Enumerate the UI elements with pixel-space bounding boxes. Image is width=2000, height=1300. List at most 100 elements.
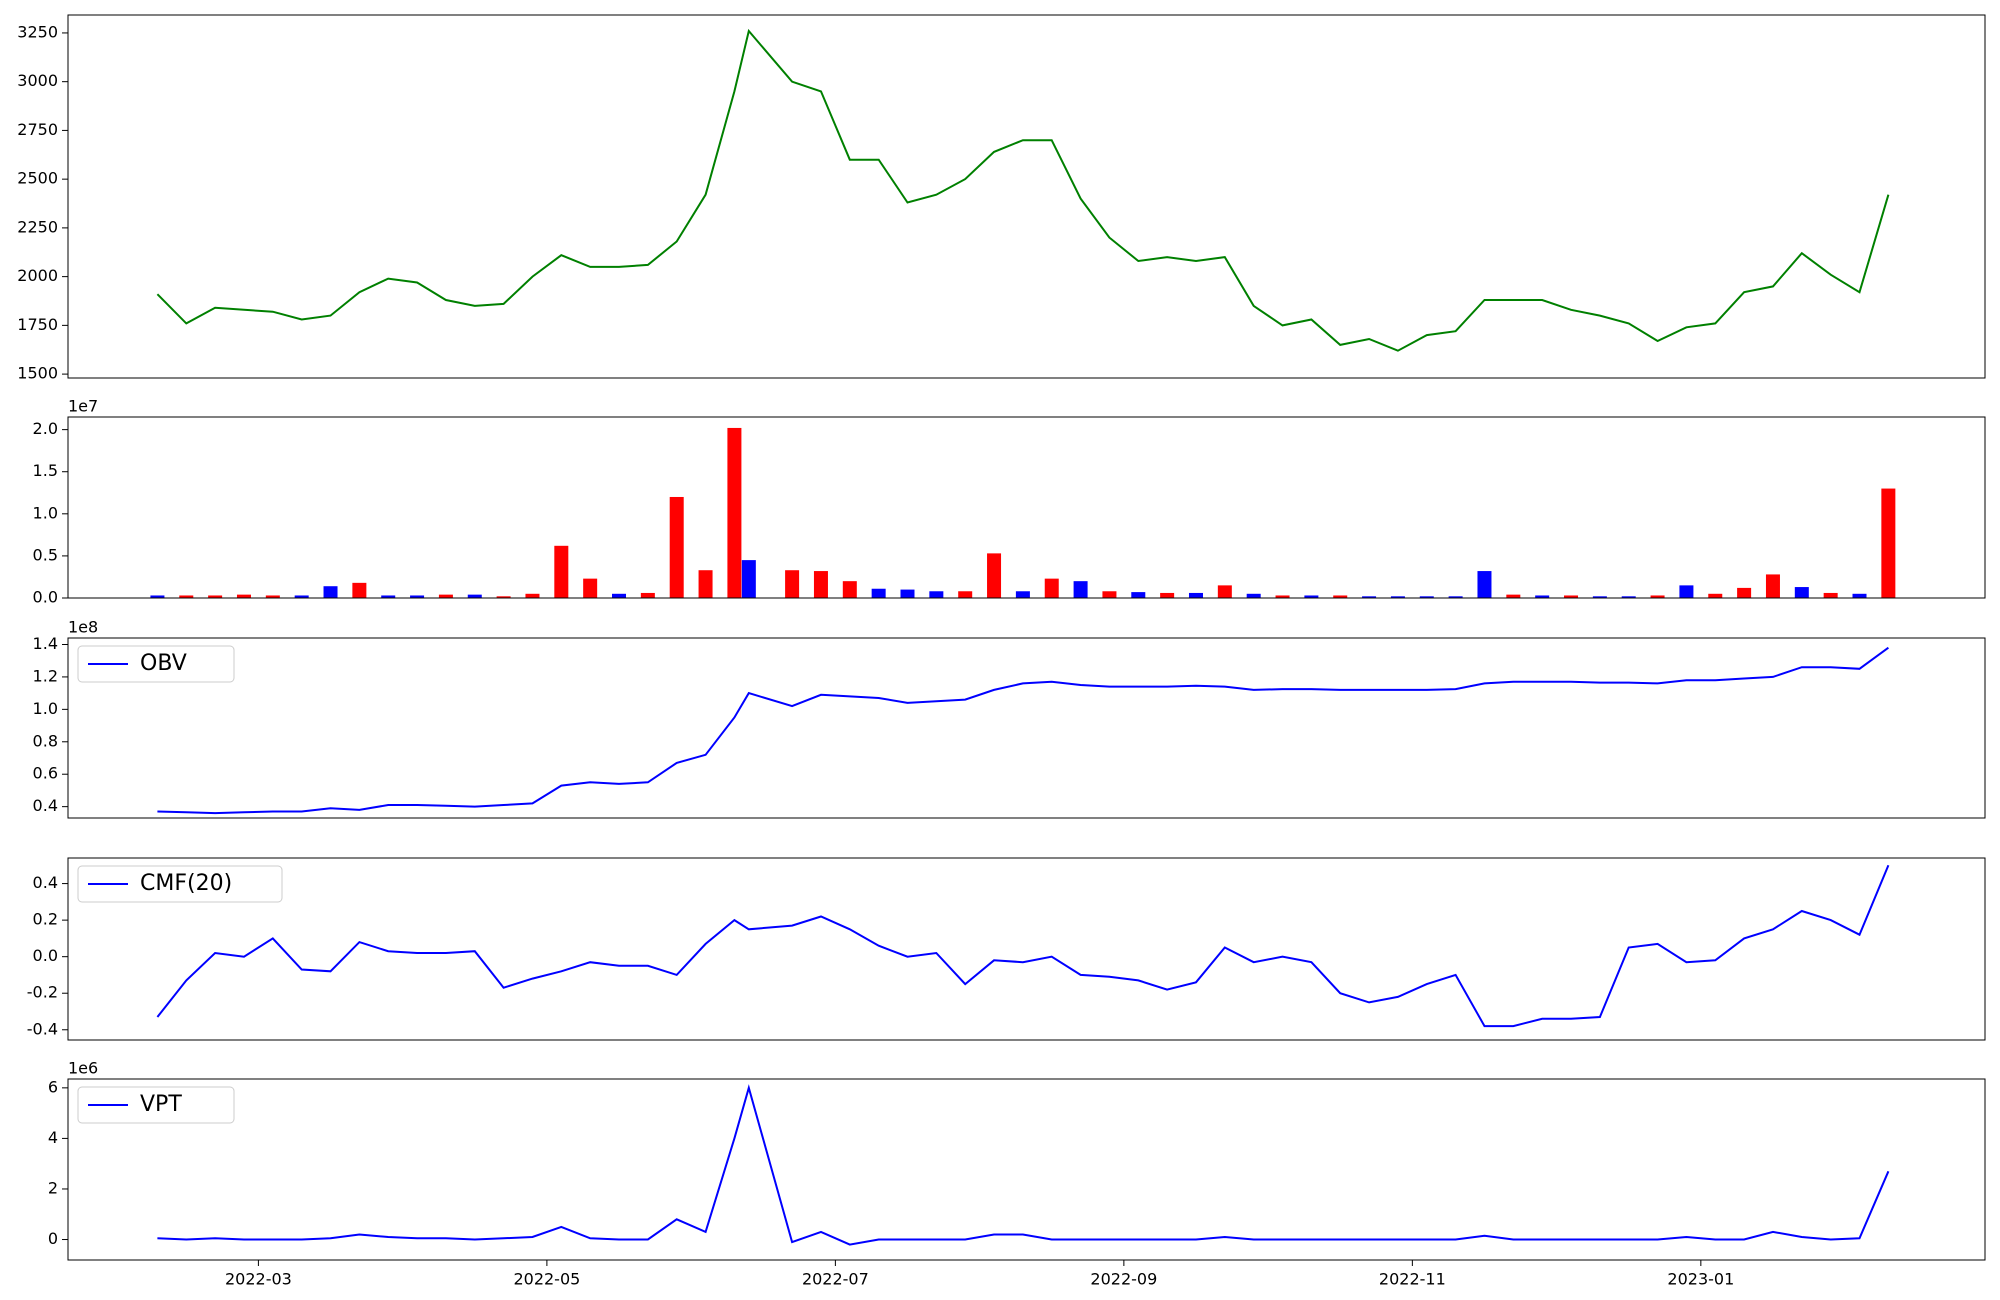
axes-frame [67,416,1986,599]
bar [698,570,713,598]
x-tick-label: 2022-09 [1090,1270,1157,1289]
bar [236,594,251,598]
bar [727,427,742,598]
y-tick-label: 0.5 [33,545,58,564]
y-tick-label: 1.4 [33,634,58,653]
bar [467,594,482,598]
x-tick-label: 2022-11 [1379,1270,1446,1289]
bar [265,595,280,598]
y-tick-label: 1.0 [33,503,58,522]
y-tick-label: 6 [48,1077,58,1096]
axes-frame [67,857,1986,1041]
x-tick-label: 2023-01 [1667,1270,1734,1289]
axes-frame [67,1078,1986,1261]
x-tick-label: 2022-07 [802,1270,869,1289]
data-line [157,1084,1890,1246]
bar [1852,593,1867,598]
bar [842,581,857,598]
bar [1592,596,1607,598]
bar [900,589,915,598]
bar [1102,591,1117,598]
bar [958,591,973,598]
data-line [156,28,1890,352]
y-tick-label: 1.5 [33,461,58,480]
y-tick-label: 0.8 [33,731,58,750]
bar [1131,592,1146,598]
bar [1188,592,1203,598]
y-tick-label: 3000 [17,71,58,90]
y-tick-label: 0.0 [33,946,58,965]
bar [987,553,1002,598]
y-tick-label: 2.0 [33,419,58,438]
y-tick-label: 1.2 [33,666,58,685]
bar [1621,596,1636,598]
bar [1881,488,1896,598]
y-tick-label: 1500 [17,364,58,383]
bar [929,591,944,598]
y-tick-label: 0.0 [33,588,58,607]
axes-frame [67,14,1986,379]
bar [583,578,598,598]
y-tick-label: 4 [48,1128,58,1147]
axes-frame [67,637,1986,819]
data-line [157,646,1889,815]
legend-box [77,865,283,903]
y-tick-label: 2750 [17,120,58,139]
bar [1333,595,1348,598]
bar [1535,595,1550,598]
y-tick-label: 2000 [17,266,58,285]
y-tick-label: 2250 [17,217,58,236]
bar [640,592,655,598]
bar [1679,585,1694,598]
bar [1160,592,1175,598]
bar [1362,596,1377,598]
bar [1304,595,1319,598]
bar [1246,593,1261,598]
bar [1217,585,1232,598]
bar [1650,595,1665,598]
bar [1448,596,1463,598]
bar [1390,596,1405,598]
bar [1823,592,1838,598]
bar [323,586,338,598]
bar [1275,595,1290,598]
y-tick-label: 1.0 [33,699,58,718]
bar [525,593,540,598]
bar [1419,596,1434,598]
offset-label: 1e7 [68,397,98,416]
y-tick-label: 3250 [17,22,58,41]
bar [352,582,367,598]
bar [1044,578,1059,598]
legend-label: CMF(20) [140,871,232,896]
bar [1765,574,1780,598]
y-tick-label: 0 [48,1229,58,1248]
bar [871,588,886,598]
bar [1794,587,1809,598]
x-tick-label: 2022-05 [513,1270,580,1289]
bar [669,496,684,598]
y-tick-label: 0.4 [33,873,58,892]
legend-label: OBV [140,651,187,676]
bar [1015,591,1030,598]
offset-label: 1e8 [68,618,98,637]
bar [208,595,223,598]
bar [381,595,396,598]
data-line [156,864,1890,1028]
bar [1737,587,1752,598]
y-tick-label: 0.4 [33,796,58,815]
bar [1564,595,1579,598]
bar [813,571,828,598]
y-tick-label: 2500 [17,169,58,188]
legend-box [77,1086,235,1124]
bar [410,595,425,598]
y-tick-label: 2 [48,1178,58,1197]
bar [496,596,511,598]
legend-box [77,645,235,683]
bar [1073,581,1088,598]
y-tick-label: -0.2 [27,983,58,1002]
bar [612,593,627,598]
offset-label: 1e6 [68,1059,98,1078]
bar [438,594,453,598]
y-tick-label: 0.2 [33,910,58,929]
